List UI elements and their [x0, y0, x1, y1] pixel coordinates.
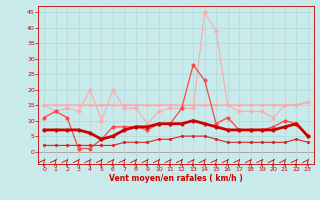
- X-axis label: Vent moyen/en rafales ( km/h ): Vent moyen/en rafales ( km/h ): [109, 174, 243, 183]
